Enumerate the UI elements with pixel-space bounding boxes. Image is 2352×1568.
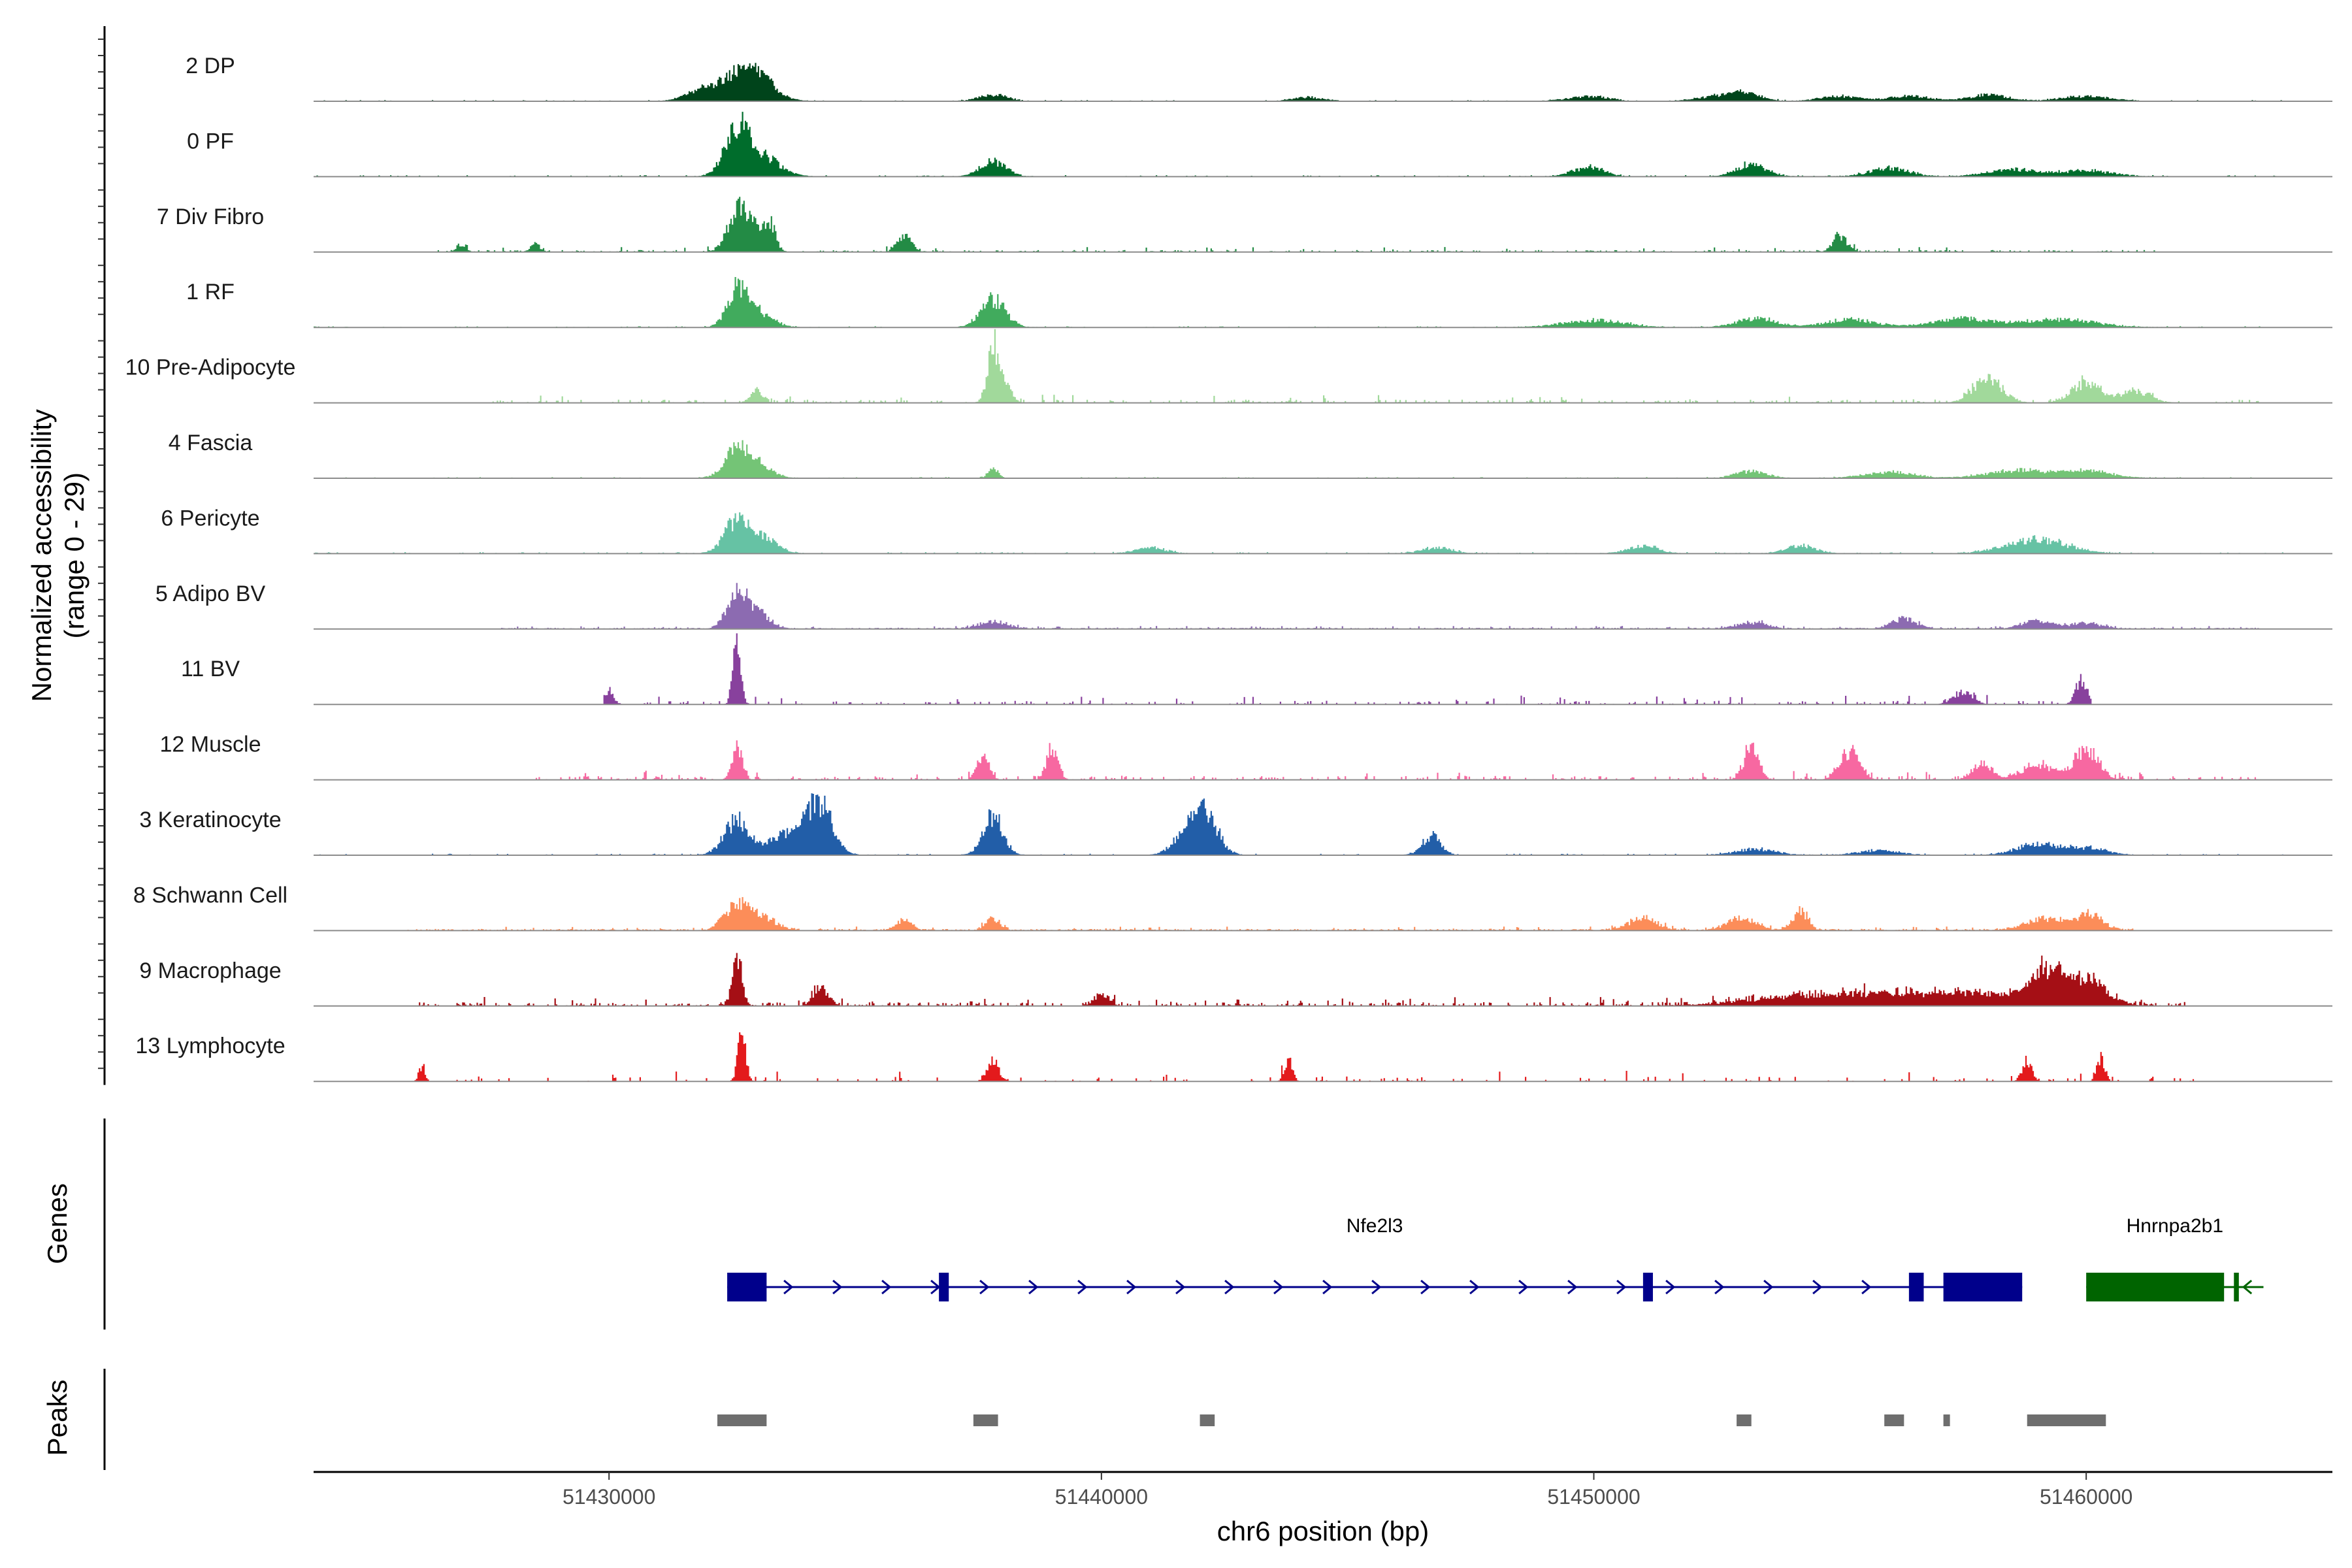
track-label: 7 Div Fibro (157, 204, 264, 229)
gene-hnrnpa2b1: Hnrnpa2b1 (2086, 1215, 2264, 1301)
strand-arrow-icon (1518, 1279, 1529, 1295)
exon-block (1943, 1273, 2023, 1301)
track-label: 12 Muscle (160, 732, 261, 757)
track-label: 9 Macrophage (139, 958, 281, 983)
coverage-area (314, 583, 2332, 629)
peak-region (717, 1414, 767, 1426)
coverage-area (314, 197, 2332, 252)
track-12-muscle: 12 Muscle (160, 732, 2332, 781)
strand-arrow-icon (1861, 1279, 1872, 1295)
track-label: 3 Keratinocyte (139, 808, 281, 832)
peak-region (1200, 1414, 1215, 1426)
exon-block (1642, 1273, 1653, 1301)
track-label: 4 Fascia (169, 431, 253, 455)
exon-block (1908, 1273, 1924, 1301)
x-tick-label: 51430000 (563, 1485, 655, 1509)
coverage-area (314, 112, 2332, 177)
coverage-area (314, 793, 2332, 855)
strand-arrow-icon (783, 1279, 794, 1295)
strand-arrow-icon (1322, 1279, 1333, 1295)
strand-arrow-icon (1175, 1279, 1186, 1295)
coverage-area (314, 633, 2332, 705)
strand-arrow-icon (1028, 1279, 1039, 1295)
exon-block (939, 1273, 949, 1301)
track-label: 1 RF (186, 280, 235, 304)
peaks-panel-label: Peaks (42, 1380, 73, 1456)
genes-panel-label: Genes (42, 1183, 73, 1264)
track-label: 6 Pericyte (161, 506, 259, 531)
coverage-area (314, 897, 2332, 931)
strand-arrow-icon (1224, 1279, 1235, 1295)
track-6-pericyte: 6 Pericyte (161, 506, 2332, 555)
track-label: 10 Pre-Adipocyte (125, 355, 296, 380)
y-axis-range-label: (range 0 - 29) (59, 472, 90, 638)
peak-region (1943, 1414, 1950, 1426)
x-tick-label: 51440000 (1055, 1485, 1148, 1509)
track-0-pf: 0 PF (187, 112, 2332, 178)
coverage-area (314, 440, 2332, 478)
track-label: 8 Schwann Cell (133, 883, 287, 907)
exon-block (2234, 1273, 2239, 1301)
strand-arrow-icon (1077, 1279, 1088, 1295)
track-8-schwann-cell: 8 Schwann Cell (133, 883, 2332, 932)
track-3-keratinocyte: 3 Keratinocyte (139, 793, 2332, 856)
x-tick-label: 51450000 (1547, 1485, 1640, 1509)
strand-arrow-icon (1665, 1279, 1676, 1295)
coverage-area (314, 740, 2332, 780)
coverage-area (314, 953, 2332, 1006)
coverage-area (314, 1032, 2332, 1082)
x-axis: 51430000 51440000 51450000 51460000 chr6 pos… (314, 1471, 2332, 1546)
coverage-area (314, 63, 2332, 101)
exon-block (2086, 1273, 2225, 1301)
strand-arrow-icon (1371, 1279, 1382, 1295)
gene-name-label: Nfe2l3 (1347, 1215, 1403, 1237)
strand-arrow-icon (1567, 1279, 1578, 1295)
peak-region (1884, 1414, 1904, 1426)
strand-arrow-icon (1616, 1279, 1627, 1295)
track-1-rf: 1 RF (186, 277, 2332, 329)
strand-arrow-icon (2242, 1279, 2253, 1295)
track-13-lymphocyte: 13 Lymphocyte (135, 1032, 2332, 1083)
strand-arrow-icon (881, 1279, 892, 1295)
gene-nfe2l3: Nfe2l3 (727, 1215, 2023, 1301)
accessibility-tracks: 2 DP 0 PF 7 Div Fibro 1 RF 10 Pre-Adipocyte 4… (125, 54, 2332, 1083)
gene-name-label: Hnrnpa2b1 (2127, 1215, 2223, 1237)
track-7-div-fibro: 7 Div Fibro (157, 197, 2332, 253)
track-2-dp: 2 DP (186, 54, 2332, 102)
track-10-pre-adipocyte: 10 Pre-Adipocyte (125, 329, 2332, 404)
track-9-macrophage: 9 Macrophage (139, 953, 2332, 1007)
track-label: 2 DP (186, 54, 235, 78)
track-label: 11 BV (181, 657, 240, 681)
coverage-area (314, 512, 2332, 554)
x-tick-label: 51460000 (2040, 1485, 2132, 1509)
track-label: 0 PF (187, 129, 234, 154)
strand-arrow-icon (1714, 1279, 1725, 1295)
y-axis-label: Normalized accessibility (26, 409, 57, 702)
strand-arrow-icon (1126, 1279, 1137, 1295)
genes-panel: Genes Nfe2l3 Hnrnpa2b1 (42, 1119, 2264, 1330)
strand-arrow-icon (832, 1279, 843, 1295)
strand-arrow-icon (1469, 1279, 1480, 1295)
strand-arrow-icon (1420, 1279, 1431, 1295)
peak-region (973, 1414, 998, 1426)
y-axis: Normalized accessibility (range 0 - 29) (26, 26, 106, 1085)
track-4-fascia: 4 Fascia (169, 431, 2332, 479)
exon-block (727, 1273, 767, 1301)
track-label: 13 Lymphocyte (135, 1034, 285, 1058)
strand-arrow-icon (1812, 1279, 1823, 1295)
peak-region (1737, 1414, 1752, 1426)
strand-arrow-icon (1273, 1279, 1284, 1295)
strand-arrow-icon (1763, 1279, 1774, 1295)
track-5-adipo-bv: 5 Adipo BV (155, 581, 2332, 630)
track-label: 5 Adipo BV (155, 581, 266, 606)
coverage-area (314, 329, 2332, 403)
x-axis-label: chr6 position (bp) (1217, 1516, 1429, 1546)
peaks-panel: Peaks (42, 1369, 2106, 1470)
coverage-area (314, 277, 2332, 328)
peak-region (2027, 1414, 2106, 1426)
strand-arrow-icon (979, 1279, 990, 1295)
track-11-bv: 11 BV (181, 633, 2332, 706)
strand-arrow-icon (930, 1279, 941, 1295)
